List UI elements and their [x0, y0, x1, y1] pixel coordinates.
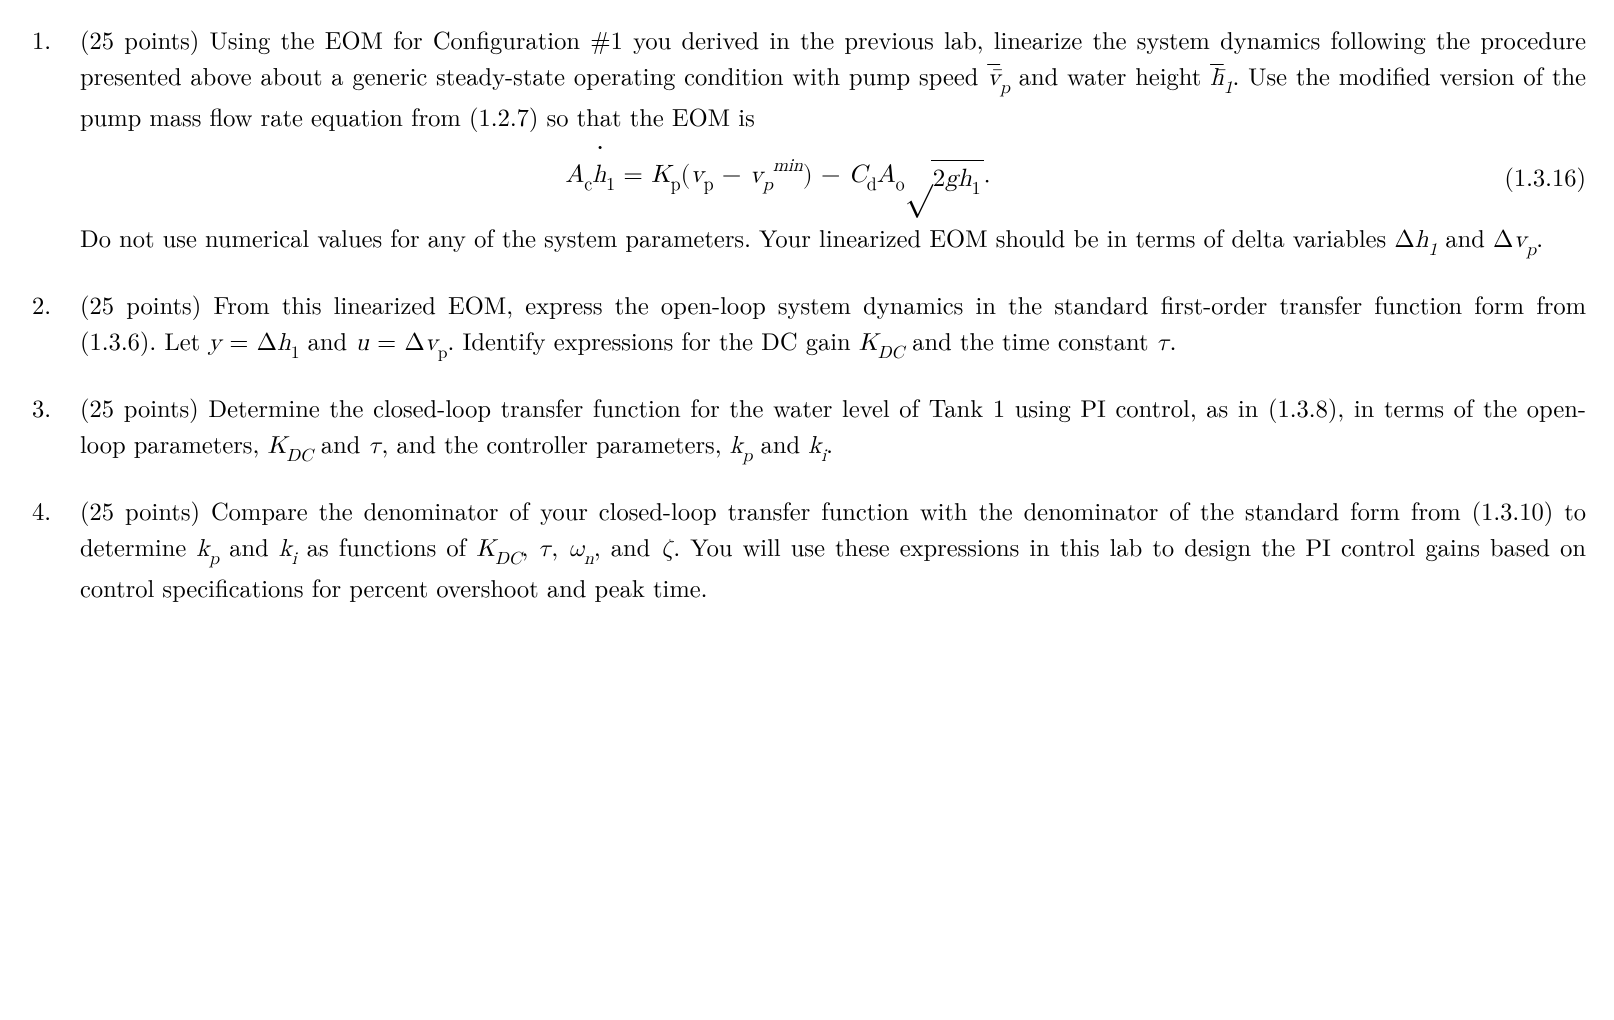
problem-item-1: (25 points) Using the EOM for Configurat…: [28, 22, 1586, 261]
vbar: v̄: [987, 65, 1000, 90]
problem-item-4: (25 points) Compare the denominator of y…: [28, 493, 1586, 606]
text: and Δ: [1437, 220, 1513, 255]
hbar-sub: 1: [1224, 80, 1233, 97]
dh-sub: 1: [1428, 242, 1437, 259]
text: .: [1170, 323, 1177, 358]
points-label: (25 points): [80, 287, 201, 322]
text: and: [752, 426, 808, 461]
vbar-sub: p: [1000, 80, 1010, 97]
problem-item-3: (25 points) Determine the closed-loop tr…: [28, 390, 1586, 467]
dv-sub: p: [1526, 242, 1536, 259]
equation-body: Ach1 = Kp(vp − vpmin) − CdAo√2gh1.: [80, 155, 1476, 200]
text: ,: [521, 529, 538, 564]
hbar: h̄: [1210, 65, 1224, 90]
text: , and the controller parameters,: [382, 426, 730, 461]
dh: h: [1415, 227, 1429, 252]
text: and water height: [1010, 58, 1210, 93]
points-label: (25 points): [80, 390, 199, 425]
text: and: [300, 323, 356, 358]
equation-block-1-3-16: Ach1 = Kp(vp − vpmin) − CdAo√2gh1. (1.3.…: [80, 155, 1586, 200]
problem-list: (25 points) Using the EOM for Configurat…: [28, 22, 1586, 606]
problem-item-2: (25 points) From this linearized EOM, ex…: [28, 287, 1586, 364]
points-label: (25 points): [80, 22, 199, 57]
text: , and: [594, 529, 661, 564]
text: .: [826, 426, 833, 461]
text: and: [313, 426, 369, 461]
problem-1-para-1: (25 points) Using the EOM for Configurat…: [80, 22, 1586, 134]
text: .: [1536, 220, 1543, 255]
text: and: [219, 529, 279, 564]
text: as functions of: [297, 529, 477, 564]
dv: v: [1513, 227, 1526, 252]
text: . Identify expressions for the DC gain: [448, 323, 859, 358]
points-label: (25 points): [80, 493, 200, 528]
text: Do not use numerical values for any of t…: [80, 220, 1415, 255]
equation-number: (1.3.16): [1476, 159, 1586, 195]
problem-1-para-2: Do not use numerical values for any of t…: [80, 220, 1586, 261]
text: ,: [551, 529, 568, 564]
text: and the time constant: [904, 323, 1157, 358]
